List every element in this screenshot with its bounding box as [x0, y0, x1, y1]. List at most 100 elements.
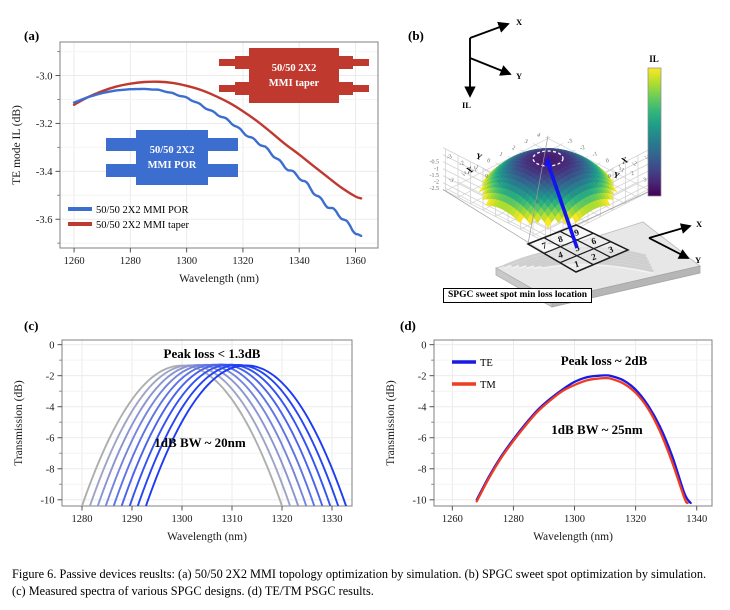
panel-b-z-tick: -1 [434, 166, 439, 172]
panel-d-gridlines [434, 340, 712, 506]
chip-triad-axis-x [648, 223, 692, 239]
svg-text:-2: -2 [46, 371, 55, 382]
panel-c-series-design-7 [128, 363, 332, 506]
panel-b-axis-name-y-top: Y [612, 169, 621, 180]
mmi-por-body [136, 130, 208, 185]
panel-a-legend: 50/50 2X2 MMI POR 50/50 2X2 MMI taper [68, 205, 190, 231]
panel-c-series-design-1 [81, 364, 284, 506]
panel-b-colorbar: IL [647, 54, 662, 197]
panel-b-bottom-x-tick: 2 [630, 171, 635, 178]
panel-b-chip-orientation-triad: XY [648, 219, 703, 265]
mmi-por-stub-out-1 [206, 138, 238, 151]
panel-b-axis-name-x-top: X [465, 164, 475, 176]
triad-label-x: X [516, 17, 523, 27]
panel-b-top-x-tick: 4 [534, 199, 539, 206]
panel-b-scene: 789456123-3-2-1012343210-1-2-3-0.5-1-1.5… [430, 17, 703, 308]
panel-a-xlabel: Wavelength (nm) [179, 273, 259, 285]
panel-d: (d) 1260 1280 1300 1320 1340 0 -2 -4 -6 -8 -10 Wave… [372, 310, 730, 565]
svg-text:1290: 1290 [122, 514, 143, 525]
panel-b-colorbar-label: IL [649, 54, 659, 64]
probe-cell-1: 1 [573, 258, 581, 269]
panel-b-top-x-tick: -3 [446, 154, 453, 161]
panel-b-top-x-tick: 2 [509, 186, 514, 193]
panel-b-top-y-tick: -3 [643, 154, 650, 161]
mmi-por-device: 50/50 2X2 MMI POR [106, 130, 238, 185]
mmi-taper-stub-in-1 [219, 59, 237, 66]
panel-b-colorbar-gradient [647, 67, 662, 197]
panel-c-axis-ticks: 1280 1290 1300 1310 1320 1330 0 -2 -4 -6 -8 -10 [41, 340, 343, 525]
figure-caption: Figure 6. Passive devices reuslts: (a) 5… [12, 567, 707, 599]
chip-triad-label-y: Y [695, 255, 701, 265]
panel-b-bottom-y-tick: 3 [523, 139, 528, 146]
probe-cell-5: 5 [573, 242, 581, 253]
svg-text:1320: 1320 [272, 514, 293, 525]
mmi-por-label-line2: MMI POR [148, 160, 197, 171]
panel-c-series-design-5 [112, 363, 316, 506]
panel-d-tag: (d) [400, 318, 416, 333]
panel-c-ylabel: Transmission (dB) [13, 380, 25, 466]
panel-c-series-design-8 [136, 364, 340, 506]
panel-c-series-group [81, 363, 348, 506]
mmi-por-stub-in-1 [106, 138, 138, 151]
panel-c-peak-loss-annotation: Peak loss < 1.3dB [164, 346, 261, 361]
panel-b-bottom-x-tick: -3 [567, 138, 574, 145]
panel-b-3d-surface: 789456123-3-2-1012343210-1-2-3-0.5-1-1.5… [430, 17, 703, 308]
mmi-taper-label-line2: MMI taper [269, 78, 320, 89]
panel-c-series-design-2 [88, 364, 292, 506]
panel-b-top-x-tick: 3 [522, 193, 527, 200]
panel-b-orientation-triad: X Y IL [462, 17, 523, 110]
probe-cell-3: 3 [607, 244, 615, 255]
panel-b-bottom-y-tick: 0 [486, 158, 491, 165]
svg-text:1280: 1280 [72, 514, 93, 525]
panel-a-tag: (a) [24, 28, 40, 43]
panel-a-ylabel: TE mode IL (dB) [11, 105, 23, 185]
svg-text:1300: 1300 [564, 514, 585, 525]
panel-b-bottom-y-tick: -3 [447, 177, 454, 184]
panel-a-legend-label-taper: 50/50 2X2 MMI taper [96, 220, 190, 231]
mmi-por-stub-in-2 [106, 164, 138, 177]
panel-d-ylabel: Transmission (dB) [385, 380, 397, 466]
panel-b-axis-name-y-bottom: Y [474, 151, 483, 162]
panel-c-plot-area: 1280 1290 1300 1310 1320 1330 0 -2 -4 -6 -8 -10 Wave… [13, 339, 353, 543]
panel-b-z-tick: -0.5 [430, 160, 440, 166]
panel-b-top-y-tick: -1 [618, 167, 625, 174]
panel-b-z-tick: -2 [434, 180, 439, 186]
panel-d-legend-label-te: TE [480, 358, 493, 369]
panel-b-bottom-x-tick: -1 [592, 151, 599, 158]
probe-cell-4: 4 [557, 249, 565, 260]
panel-b-top-x-tick: 1 [497, 180, 502, 187]
probe-cell-6: 6 [590, 236, 598, 247]
svg-text:1300: 1300 [176, 256, 197, 267]
panel-a-series-group [72, 80, 363, 238]
panel-b-top-y-tick: 1 [594, 180, 599, 187]
mmi-por-stub-out-2 [206, 164, 238, 177]
svg-text:1260: 1260 [64, 256, 85, 267]
panel-b-bottom-y-tick: -1 [472, 164, 479, 171]
panel-b-top-y-tick: -2 [631, 160, 638, 167]
panel-b-sweet-spot-arrow [544, 155, 579, 249]
panel-b-top-x-tick: -1 [471, 167, 478, 174]
panel-b-top-y-tick: 3 [569, 193, 574, 200]
panel-a-series-mmi-por [72, 87, 363, 238]
svg-text:-3.0: -3.0 [36, 71, 53, 82]
panel-d-series-group [475, 374, 692, 505]
svg-text:1320: 1320 [232, 256, 253, 267]
mmi-taper-stub-out-2 [351, 85, 369, 92]
panel-a: (a) 1260 1280 1300 1320 1340 1360 -3.0 -3.2 -3.4… [0, 0, 400, 305]
svg-text:1340: 1340 [289, 256, 310, 267]
triad-label-il: IL [462, 100, 471, 110]
svg-text:-8: -8 [46, 465, 55, 476]
svg-text:0: 0 [421, 340, 426, 351]
panel-a-plot-area: 1260 1280 1300 1320 1340 1360 -3.0 -3.2 -3.4 -3.6… [11, 41, 379, 285]
svg-text:-6: -6 [418, 434, 427, 445]
svg-text:1310: 1310 [222, 514, 243, 525]
panel-a-chart: 1260 1280 1300 1320 1340 1360 -3.0 -3.2 -3.4 -3.6… [11, 41, 379, 285]
mmi-taper-label-line1: 50/50 2X2 [272, 63, 317, 74]
svg-text:-6: -6 [46, 434, 55, 445]
panel-d-bandwidth-annotation: 1dB BW ~ 25nm [551, 422, 643, 437]
panel-b-bottom-y-tick: -2 [460, 170, 467, 177]
panel-b-bottom-x-tick: 1 [618, 164, 623, 171]
panel-b-bottom-y-tick: 4 [536, 132, 541, 139]
